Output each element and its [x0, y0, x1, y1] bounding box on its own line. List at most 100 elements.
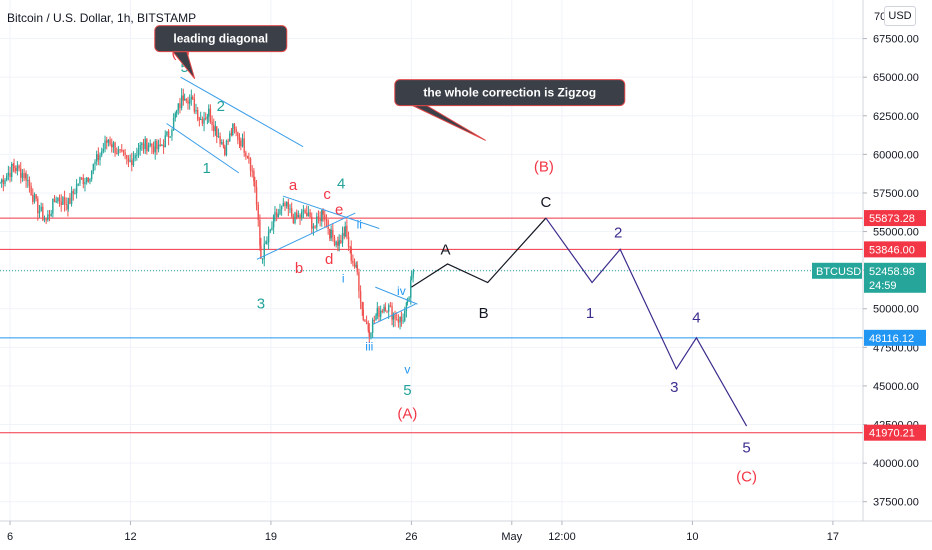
- candle-body: [124, 152, 126, 156]
- candle-body: [129, 160, 131, 162]
- candle-body: [199, 119, 202, 121]
- candle-body: [30, 185, 32, 196]
- candle-body: [12, 164, 15, 167]
- candle-body: [392, 314, 395, 320]
- candle-body: [177, 103, 179, 111]
- candle-body: [144, 138, 146, 150]
- wave-label: (A): [397, 405, 417, 422]
- candle-body: [379, 310, 382, 317]
- y-tick-label: 65000.00: [873, 72, 919, 84]
- wave-label: 4: [337, 175, 345, 192]
- candle-body: [344, 225, 346, 237]
- callout-box: [394, 79, 626, 107]
- candle-body: [47, 214, 49, 221]
- candle-body: [329, 228, 331, 239]
- candle-body: [161, 145, 163, 147]
- candle-body: [271, 227, 273, 230]
- candle-body: [389, 305, 392, 307]
- candle-body: [316, 216, 318, 228]
- candle-body: [287, 202, 290, 210]
- candle-body: [362, 309, 364, 320]
- candle-body: [117, 149, 120, 154]
- candle-body: [337, 241, 339, 246]
- candle-body: [33, 194, 36, 202]
- candle-body: [106, 140, 108, 143]
- candle-body: [205, 118, 207, 120]
- y-tick-label: 67500.00: [873, 34, 919, 46]
- candle-body: [347, 237, 350, 247]
- candle-body: [289, 208, 291, 210]
- wave-label: i: [342, 271, 345, 285]
- y-tick-label: 37500.00: [873, 497, 919, 509]
- x-tick-label: 19: [265, 531, 277, 543]
- y-tick-label: 62500.00: [873, 111, 919, 123]
- candle-body: [383, 307, 385, 312]
- candle-body: [394, 314, 396, 320]
- candle-body: [412, 273, 414, 279]
- candle-body: [109, 139, 111, 145]
- level-price-tag: [864, 329, 926, 346]
- candle-body: [332, 229, 334, 238]
- candle-body: [400, 316, 403, 322]
- candle-body: [195, 109, 197, 112]
- level-price-label: 53846.00: [869, 244, 915, 256]
- candle-body: [131, 160, 133, 166]
- candle-body: [235, 128, 237, 133]
- candle-body: [159, 144, 161, 146]
- candle-body: [198, 119, 201, 121]
- wave-label: 2: [217, 98, 225, 115]
- candle-body: [364, 319, 366, 322]
- candle-body: [402, 320, 404, 322]
- candle-body: [338, 240, 340, 246]
- candle-body: [355, 264, 357, 267]
- candle-body: [119, 149, 121, 151]
- candle-body: [314, 226, 316, 228]
- wave-label: ii: [357, 217, 362, 231]
- last-price-label: 52458.98: [869, 266, 915, 278]
- candle-body: [38, 211, 41, 214]
- candle-body: [257, 204, 259, 220]
- candlestick-series: [0, 88, 415, 343]
- y-tick-label: 50000.00: [873, 304, 919, 316]
- candle-body: [122, 149, 125, 153]
- wave-label: C: [540, 194, 551, 211]
- candle-body: [100, 151, 103, 156]
- candle-body: [147, 145, 150, 152]
- candle-body: [203, 118, 205, 124]
- callout-text: the whole correction is Zigzog: [423, 86, 596, 100]
- candle-body: [350, 247, 352, 261]
- candle-body: [229, 133, 231, 142]
- candle-body: [102, 149, 105, 152]
- candle-body: [183, 99, 186, 101]
- candle-body: [69, 197, 71, 204]
- candle-body: [307, 212, 310, 217]
- x-tick-label: 26: [405, 531, 417, 543]
- candle-body: [121, 149, 123, 151]
- candle-body: [266, 242, 268, 244]
- candle-body: [356, 264, 358, 273]
- trendline: [375, 286, 418, 305]
- candle-body: [254, 181, 256, 187]
- price-axis[interactable]: 67500.00 65000.00 62500.00 60000.00 57500.00…: [812, 34, 926, 509]
- candle-body: [399, 316, 401, 323]
- candle-body: [245, 152, 247, 157]
- wave-label: 3: [257, 296, 265, 313]
- candle-body: [23, 173, 25, 179]
- candle-body: [174, 113, 176, 118]
- candle-body: [75, 184, 78, 194]
- candle-body: [301, 211, 303, 218]
- candle-body: [259, 219, 261, 246]
- wave-label: 5: [403, 382, 411, 399]
- time-axis[interactable]: 6 12 19 26 May 12:00 10 17: [7, 521, 839, 543]
- candle-body: [185, 99, 188, 101]
- candle-body: [405, 302, 408, 311]
- candle-body: [141, 143, 143, 145]
- projection-paths: [411, 217, 748, 427]
- candle-body: [243, 138, 245, 153]
- candle-body: [52, 198, 54, 214]
- trendline: [373, 303, 416, 325]
- currency-button[interactable]: USD: [884, 6, 916, 26]
- candle-body: [58, 197, 61, 202]
- candle-body: [299, 215, 301, 218]
